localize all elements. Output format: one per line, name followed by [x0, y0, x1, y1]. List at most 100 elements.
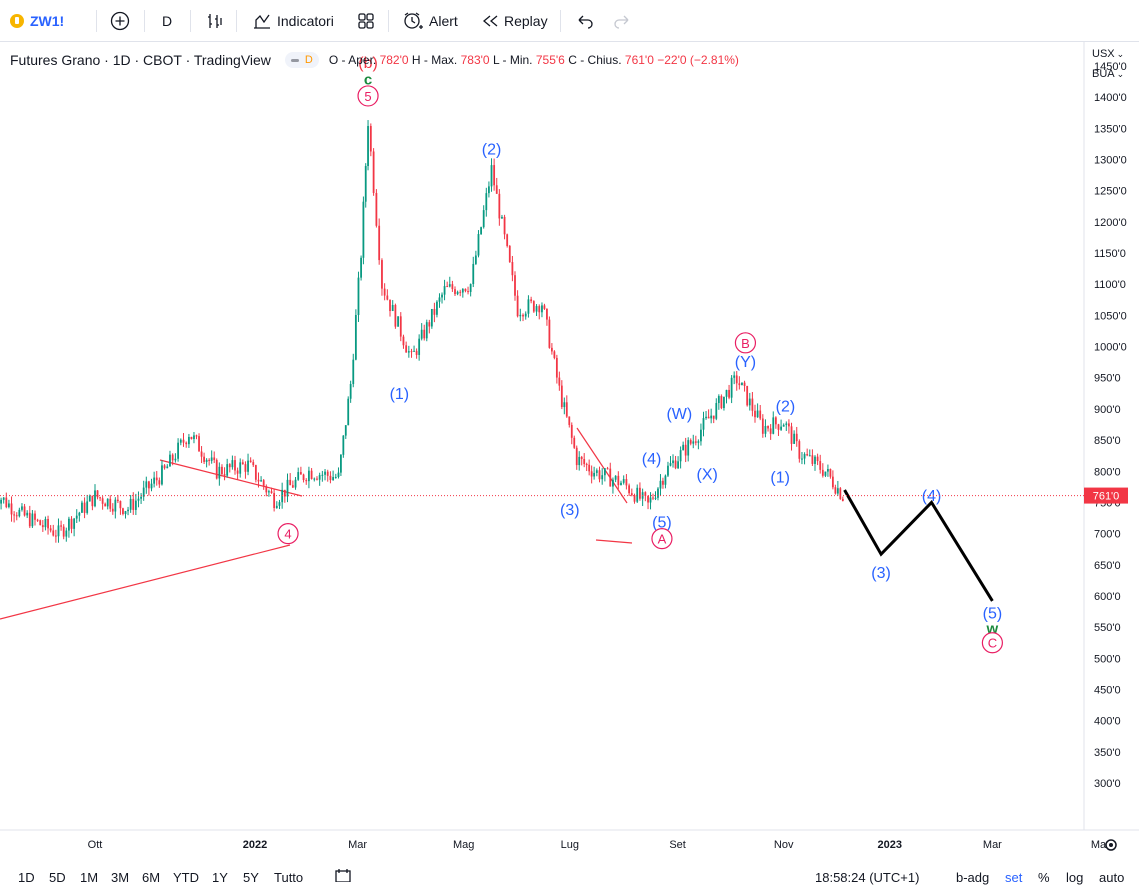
alarm-clock-icon [404, 11, 423, 29]
price-tick-label: 400'0 [1094, 716, 1121, 728]
candle-body [86, 501, 89, 513]
range-button-6m[interactable]: 6M [142, 870, 161, 885]
candle-body [793, 433, 796, 444]
alert-button[interactable]: Alert [402, 0, 458, 41]
candle-body [700, 429, 702, 442]
percent-toggle[interactable]: % [1038, 870, 1050, 885]
interval-button[interactable]: D [162, 0, 172, 41]
candle-body [273, 493, 276, 509]
range-button-5y[interactable]: 5Y [243, 870, 259, 885]
candle-body [764, 425, 767, 434]
candle-body [839, 488, 842, 499]
candle-body [8, 503, 10, 508]
candle-body [601, 475, 604, 480]
time-tick-label: 2023 [878, 839, 902, 851]
calendar-icon [335, 869, 351, 883]
candle-body [171, 454, 174, 461]
time-axis[interactable]: Ott 2022 Mar Mag Lug Set Nov 2023 Mar Ma [88, 839, 1117, 851]
candle-body [448, 284, 451, 287]
range-button-1y[interactable]: 1Y [212, 870, 228, 885]
auto-toggle[interactable]: auto [1099, 870, 1125, 885]
candle-body [669, 463, 672, 466]
candle-body [461, 288, 464, 293]
range-button-5d[interactable]: 5D [49, 870, 66, 885]
candle-body [88, 495, 91, 502]
candle-body [321, 474, 324, 476]
trendline [159, 459, 303, 497]
candle-body [541, 305, 543, 313]
symbol-search-button[interactable]: ZW1! [10, 0, 64, 41]
chart-type-button[interactable] [205, 0, 225, 41]
candle-body [344, 425, 347, 436]
candle-body [389, 299, 391, 312]
candle-body [788, 423, 790, 427]
candle-body [200, 451, 203, 457]
candle-body [161, 465, 163, 485]
settlement-toggle[interactable]: set [1005, 870, 1023, 885]
log-toggle[interactable]: log [1066, 870, 1084, 885]
price-chart[interactable]: (b)c5(2)(1)4(3)(4)(5)A(W)(X)B(Y)(2)(1)(3… [0, 42, 1139, 882]
candle-body [697, 441, 700, 443]
candle-body [679, 450, 682, 462]
goto-date-button[interactable] [334, 868, 352, 885]
candle-body [430, 308, 433, 327]
price-tick-label: 1400'0 [1094, 92, 1127, 104]
candle-body [367, 126, 369, 167]
wave-label: (2) [482, 142, 502, 159]
low-label: L - Min. [492, 53, 533, 67]
candle-body [36, 519, 39, 521]
high-value: 783'0 [460, 53, 490, 67]
wave-circle [357, 85, 379, 107]
last-price-badge [1084, 487, 1128, 504]
currency-selector[interactable]: USX ⌄ [1092, 48, 1124, 60]
range-button-tutto[interactable]: Tutto [274, 870, 304, 885]
candle-body [260, 480, 262, 482]
layouts-button[interactable] [356, 0, 376, 41]
candle-body [174, 458, 177, 461]
candle-body [375, 192, 378, 226]
range-button-3m[interactable]: 3M [111, 870, 130, 885]
candle-body [34, 513, 36, 520]
candle-body [402, 336, 405, 346]
undo-button[interactable] [575, 0, 595, 41]
candle-body [308, 470, 310, 482]
price-tick-label: 900'0 [1094, 404, 1121, 416]
adjust-toggle[interactable]: b-adg [956, 870, 990, 885]
clock-time[interactable]: 18:58:24 (UTC+1) [815, 870, 920, 885]
candle-body [580, 456, 583, 460]
candle-body [99, 497, 101, 499]
candle-body [83, 502, 86, 513]
toolbar-divider [236, 10, 237, 32]
open-label: O - Aper. [328, 53, 377, 67]
indicators-button[interactable]: Indicatori [252, 0, 334, 41]
candle-body [550, 347, 553, 352]
candle-body [436, 301, 438, 315]
wave-label: 5 [364, 89, 371, 104]
range-button-1m[interactable]: 1M [80, 870, 99, 885]
candle-body [372, 151, 375, 193]
replay-button[interactable]: Replay [481, 0, 548, 41]
unit-selector[interactable]: BUA ⌄ [1092, 68, 1124, 80]
candle-body [438, 297, 441, 302]
candle-body [378, 225, 381, 261]
candle-body [179, 439, 182, 443]
settings-gear-icon[interactable] [1105, 839, 1117, 851]
close-label: C - Chius. [568, 53, 622, 67]
candle-body [841, 498, 844, 501]
candle-body [485, 193, 488, 211]
price-axis[interactable]: 300'0 350'0 400'0 450'0 500'0 550'0 600'0 650'0… [1094, 61, 1127, 790]
candle-body [555, 357, 558, 378]
compare-add-button[interactable] [110, 0, 130, 41]
trendline [0, 544, 291, 620]
candle-body [617, 475, 620, 486]
legend-pill[interactable]: D [284, 52, 319, 68]
candle-body [535, 306, 538, 312]
candles [0, 120, 844, 543]
range-button-ytd[interactable]: YTD [173, 870, 199, 885]
range-button-1d[interactable]: 1D [18, 870, 35, 885]
candle-body [472, 263, 475, 285]
candle-body [798, 441, 801, 459]
price-tick-label: 950'0 [1094, 373, 1121, 385]
redo-button[interactable] [612, 0, 632, 41]
candle-body [811, 455, 814, 464]
